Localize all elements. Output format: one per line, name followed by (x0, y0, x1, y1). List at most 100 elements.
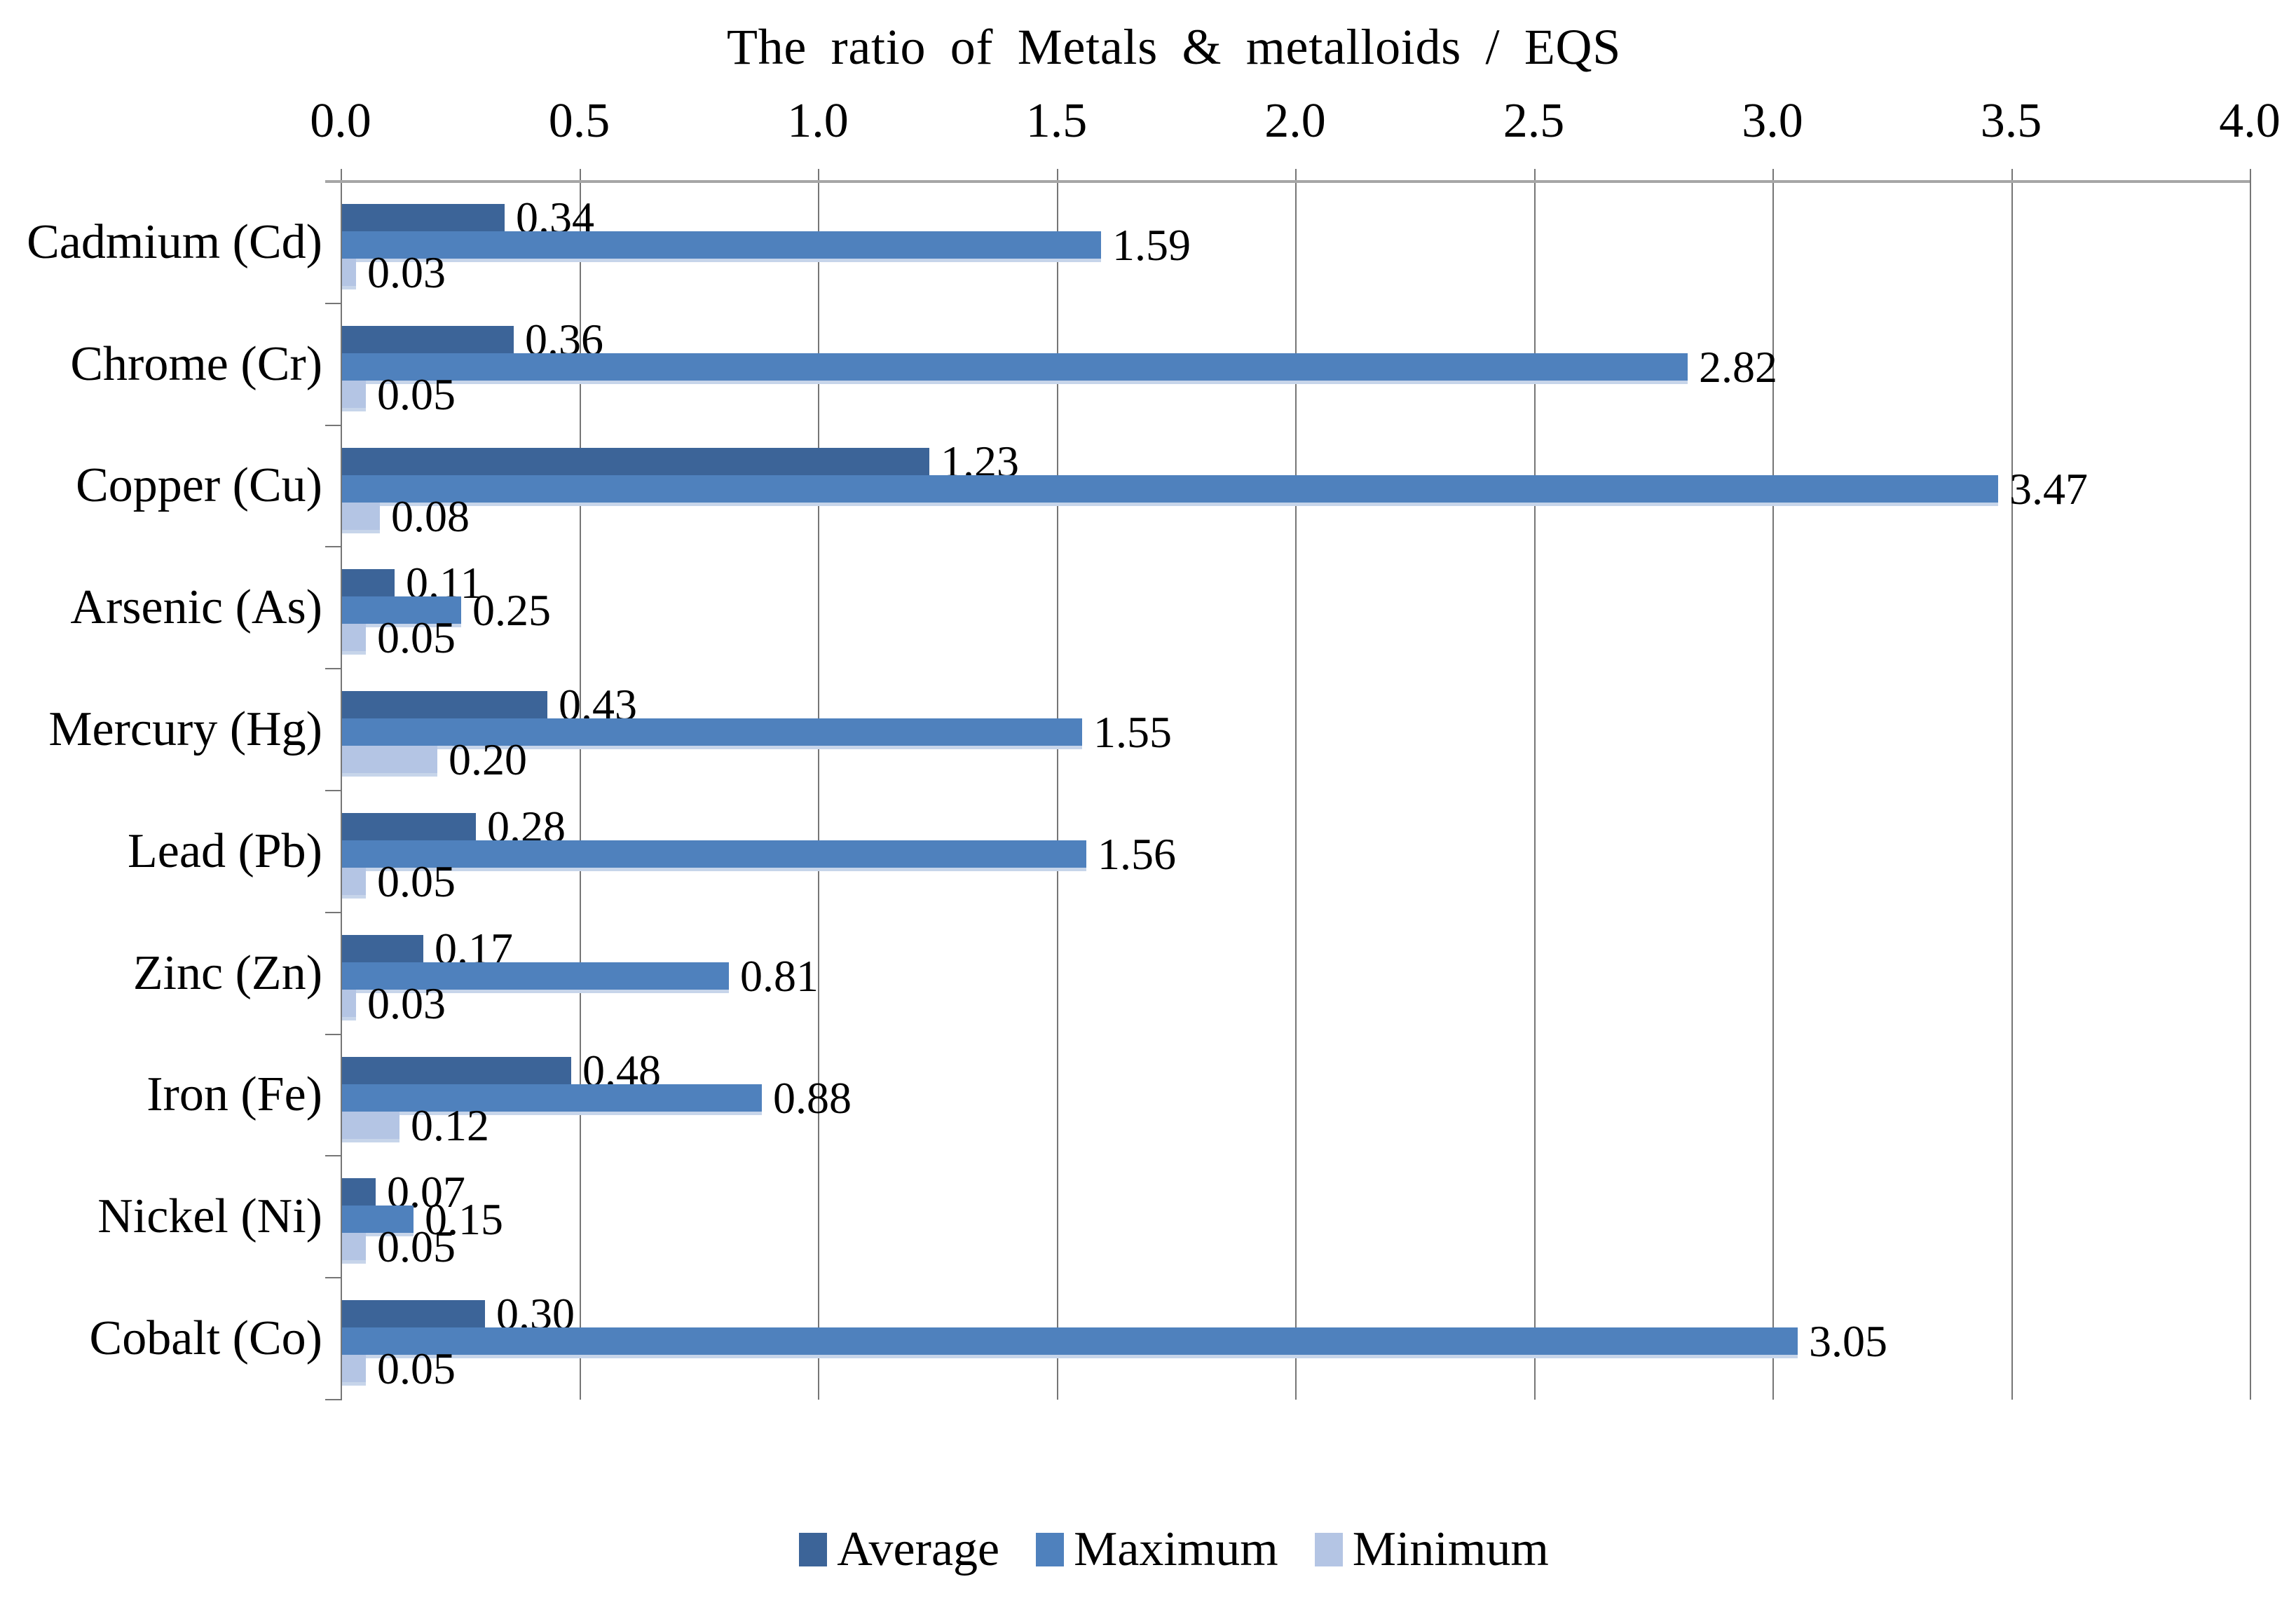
y-axis-tick (325, 790, 342, 791)
bar-maximum (342, 1206, 414, 1233)
legend-swatch-average (799, 1533, 828, 1566)
x-tick-label: 1.0 (787, 94, 849, 148)
bar-value-label: 0.15 (425, 1194, 503, 1244)
category-label: Cadmium (Cd) (27, 214, 322, 269)
legend-swatch-minimum (1314, 1533, 1343, 1566)
y-axis-tick (325, 668, 342, 669)
bar-average (342, 1178, 376, 1206)
gridline (818, 169, 819, 1400)
legend-label: Maximum (1074, 1522, 1278, 1576)
bar-minimum (342, 1233, 366, 1260)
bar-value-label: 0.05 (377, 1343, 456, 1393)
chart-title: The ratio of Metals & metalloids / EQS (726, 19, 1622, 75)
y-axis-tick (325, 912, 342, 913)
gridline (1534, 169, 1536, 1400)
bar-maximum (342, 962, 729, 990)
x-tick-label: 3.0 (1742, 94, 1803, 148)
legend-swatch-maximum (1036, 1533, 1065, 1566)
y-axis-tick (325, 546, 342, 547)
gridline (1295, 169, 1297, 1400)
y-axis-tick (325, 1399, 342, 1400)
bar-maximum (342, 475, 1998, 503)
legend: Average Maximum Minimum (0, 1525, 2296, 1574)
bar-value-label: 0.05 (377, 1221, 456, 1271)
bar-maximum (342, 1327, 1798, 1355)
y-axis-line (341, 169, 342, 1400)
bar-value-label: 0.81 (740, 950, 819, 1001)
x-tick-label: 3.5 (1980, 94, 2042, 148)
bar-maximum (342, 353, 1688, 381)
x-tick-label: 4.0 (2219, 94, 2281, 148)
category-label: Mercury (Hg) (48, 702, 322, 757)
legend-item-minimum: Minimum (1314, 1522, 1549, 1576)
bar-minimum (342, 503, 380, 530)
y-axis-tick (325, 1155, 342, 1156)
bar-value-label: 3.47 (2009, 463, 2088, 514)
bar-average (342, 448, 929, 475)
gridline (2011, 169, 2013, 1400)
bar-average (342, 569, 395, 596)
bar-maximum (342, 840, 1086, 868)
x-tick-label: 0.5 (548, 94, 610, 148)
gridline (1057, 169, 1058, 1400)
category-label: Arsenic (As) (70, 580, 322, 635)
bar-minimum (342, 746, 437, 773)
bar-maximum (342, 231, 1101, 259)
bar-minimum (342, 990, 356, 1017)
bar-average (342, 204, 505, 231)
bar-average (342, 935, 423, 962)
bar-average (342, 326, 514, 353)
category-label: Copper (Cu) (76, 458, 322, 513)
bar-minimum (342, 624, 366, 651)
bar-average (342, 1057, 571, 1084)
bar-value-label: 1.55 (1093, 706, 1172, 757)
bar-value-label: 0.03 (367, 978, 446, 1028)
bar-value-label: 0.05 (377, 612, 456, 662)
bar-minimum (342, 868, 366, 895)
bar-maximum (342, 718, 1082, 746)
bar-maximum (342, 596, 461, 624)
x-tick-label: 2.0 (1264, 94, 1326, 148)
bar-value-label: 0.03 (367, 247, 446, 297)
bar-average (342, 813, 476, 840)
x-tick-label: 1.5 (1025, 94, 1088, 148)
legend-label: Average (837, 1522, 1000, 1576)
x-tick-label: 2.5 (1503, 94, 1565, 148)
bar-minimum (342, 259, 356, 286)
gridline (580, 169, 581, 1400)
category-label: Nickel (Ni) (97, 1189, 322, 1244)
bar-maximum (342, 1084, 762, 1112)
bar-average (342, 1300, 485, 1327)
bar-value-label: 2.82 (1699, 341, 1777, 392)
bar-value-label: 0.05 (377, 369, 456, 419)
bar-value-label: 0.20 (449, 734, 527, 784)
x-tick-label: 0.0 (310, 94, 371, 148)
y-axis-tick (325, 303, 342, 304)
bar-value-label: 0.25 (472, 585, 551, 635)
gridline (2250, 169, 2251, 1400)
legend-item-maximum: Maximum (1036, 1525, 1278, 1574)
category-label: Cobalt (Co) (89, 1311, 322, 1366)
bar-value-label: 1.56 (1098, 828, 1176, 879)
category-label: Lead (Pb) (128, 824, 322, 878)
category-label: Zinc (Zn) (132, 945, 322, 1000)
category-label: Chrome (Cr) (70, 336, 322, 391)
x-axis-line (325, 180, 2250, 183)
bar-value-label: 0.12 (411, 1100, 489, 1150)
bar-average (342, 691, 547, 718)
bar-minimum (342, 381, 366, 408)
legend-item-average: Average (799, 1525, 999, 1574)
bar-value-label: 3.05 (1809, 1316, 1887, 1366)
y-axis-tick (325, 1034, 342, 1035)
bar-value-label: 0.88 (773, 1072, 852, 1123)
category-label: Iron (Fe) (146, 1067, 322, 1122)
bar-value-label: 1.59 (1112, 219, 1191, 270)
bar-minimum (342, 1355, 366, 1382)
y-axis-tick (325, 425, 342, 426)
bar-value-label: 0.05 (377, 856, 456, 906)
legend-label: Minimum (1352, 1522, 1549, 1576)
bar-minimum (342, 1112, 399, 1139)
y-axis-tick (325, 1277, 342, 1278)
bar-value-label: 0.08 (391, 491, 470, 541)
